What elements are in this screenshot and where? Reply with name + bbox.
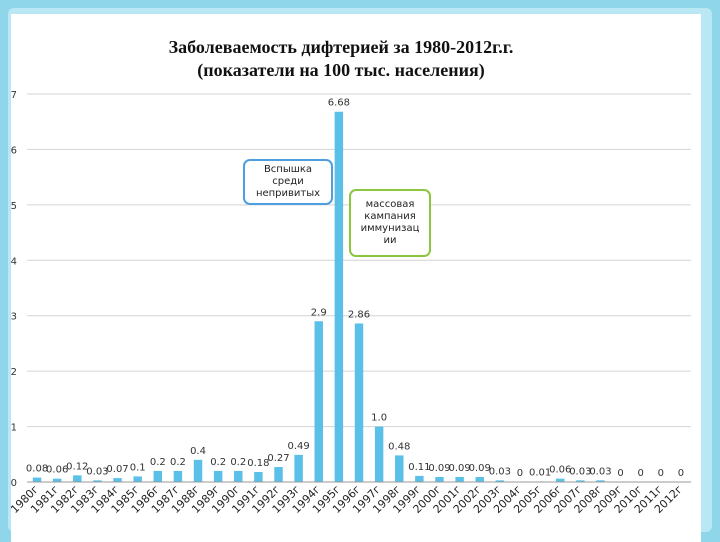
data-label: 6.68 [328, 98, 350, 109]
bar [555, 478, 565, 482]
bar [576, 480, 585, 482]
data-label: 0.06 [46, 465, 68, 476]
bar [435, 477, 444, 482]
annotation-immunization: массовая кампания иммунизац ии [349, 189, 431, 257]
data-label: 0.03 [86, 466, 108, 477]
bar [314, 321, 323, 482]
data-label: 0 [678, 468, 684, 479]
bar [32, 477, 42, 482]
data-label: 0.03 [489, 466, 511, 477]
annotation-immunization-line: массовая [365, 199, 415, 210]
y-tick-label: 1 [11, 423, 17, 434]
annotation-outbreak-line: непривитых [255, 188, 321, 199]
bar [596, 480, 605, 482]
data-label: 0.06 [549, 465, 571, 476]
data-label: 0.09 [448, 463, 470, 474]
bar [113, 478, 122, 482]
data-label: 0.27 [267, 453, 289, 464]
bar [374, 426, 384, 482]
data-label: 0.01 [529, 467, 551, 478]
data-label: 0.2 [210, 457, 226, 468]
data-label: 0.2 [150, 457, 166, 468]
y-tick-label: 2 [11, 367, 17, 378]
chart-title-line2: (показатели на 100 тыс. населения) [197, 60, 485, 80]
data-label: 0 [638, 468, 644, 479]
data-label: 0 [517, 468, 523, 479]
bar [294, 454, 303, 482]
chart-title-line1: Заболеваемость дифтерией за 1980-2012г.г… [168, 37, 514, 57]
data-label: 0.08 [26, 464, 48, 475]
annotation-immunization-line: иммунизац [360, 223, 420, 234]
data-label: 0.1 [130, 462, 146, 473]
y-tick-label: 4 [11, 256, 17, 267]
y-tick-label: 3 [11, 312, 17, 323]
y-tick-label: 0 [11, 478, 17, 489]
y-tick-label: 7 [11, 90, 17, 101]
chart-panel: Заболеваемость дифтерией за 1980-2012г.г… [11, 14, 701, 542]
bar [254, 472, 263, 482]
annotation-immunization-line: кампания [364, 211, 416, 222]
data-label: 0 [658, 468, 664, 479]
data-label: 2.9 [311, 307, 327, 318]
data-label: 0.4 [190, 446, 206, 457]
annotation-outbreak: Вспышка среди непривитых [243, 159, 333, 205]
bar [213, 470, 223, 482]
bar [334, 111, 344, 482]
slide-frame: Заболеваемость дифтерией за 1980-2012г.г… [8, 8, 712, 542]
bar [234, 470, 243, 482]
bar [173, 470, 183, 482]
data-label: 0.03 [569, 466, 591, 477]
bar [274, 467, 283, 482]
bar [475, 477, 484, 482]
bar [52, 478, 62, 482]
bar [495, 480, 505, 482]
bar [455, 477, 464, 482]
data-label: 0.09 [428, 463, 450, 474]
annotation-outbreak-line: Вспышка [263, 164, 313, 175]
data-label: 0.11 [408, 462, 430, 473]
data-label: 1.0 [371, 413, 387, 424]
bar [395, 455, 404, 482]
bar-chart: 012345670.081980г0.061981г0.121982г0.031… [11, 90, 691, 516]
data-label: 0.49 [288, 441, 310, 452]
data-label: 0.07 [106, 464, 128, 475]
bar [354, 323, 364, 482]
data-label: 0.48 [388, 441, 410, 452]
data-label: 0.18 [247, 458, 269, 469]
data-label: 0.03 [589, 466, 611, 477]
data-label: 2.86 [348, 309, 370, 320]
bar [415, 475, 424, 482]
chart-title: Заболеваемость дифтерией за 1980-2012г.г… [11, 36, 671, 82]
y-tick-label: 5 [11, 201, 17, 212]
data-label: 0.2 [170, 457, 186, 468]
data-label: 0.12 [66, 461, 88, 472]
annotation-outbreak-line: среди [272, 176, 304, 187]
bar [133, 476, 142, 482]
annotation-immunization-line: ии [383, 235, 397, 246]
data-label: 0.2 [230, 457, 246, 468]
bar [193, 459, 203, 482]
bar [93, 480, 102, 482]
data-label: 0 [617, 468, 623, 479]
bar [73, 475, 82, 482]
y-tick-label: 6 [11, 145, 17, 156]
data-label: 0.09 [469, 463, 491, 474]
bar [153, 470, 163, 482]
